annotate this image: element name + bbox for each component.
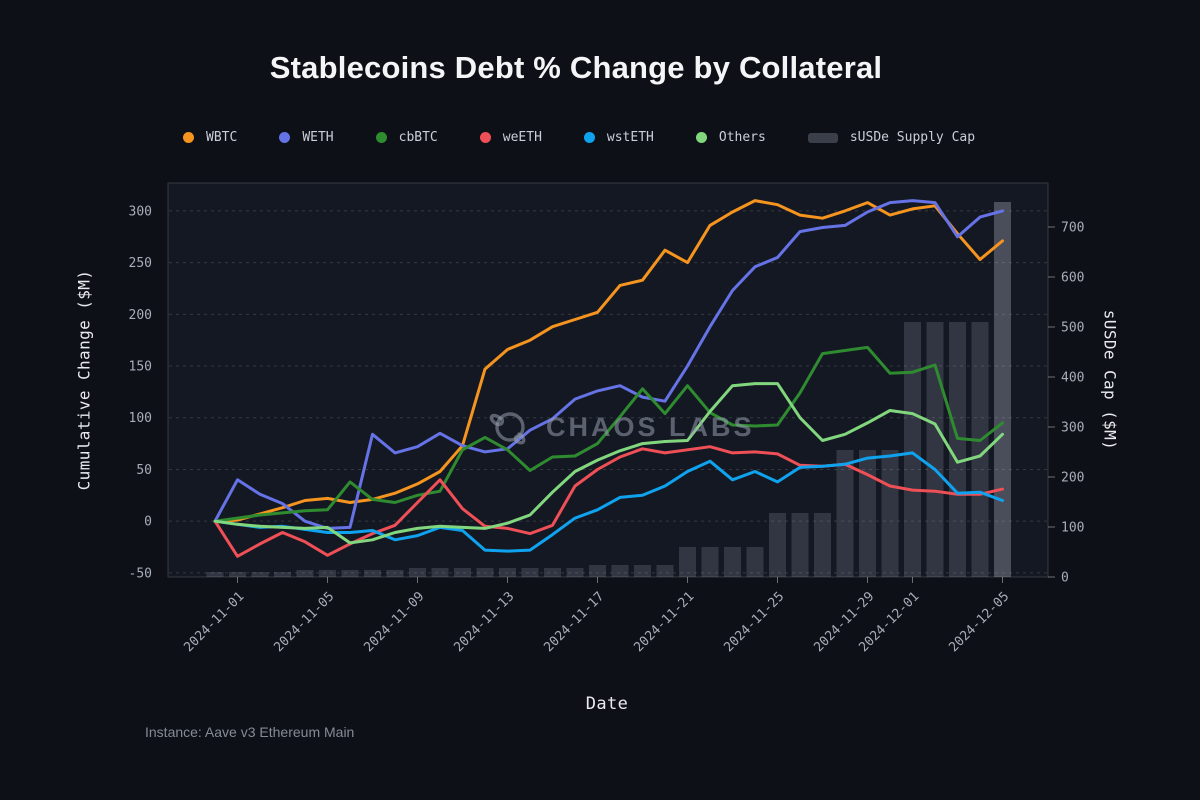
susde-cap-bar[interactable]: [544, 568, 561, 577]
susde-cap-bar[interactable]: [679, 547, 696, 577]
legend-item-cbbtc[interactable]: cbBTC: [375, 130, 438, 145]
series-line-WBTC[interactable]: [213, 199, 1004, 523]
legend-dot-icon: [183, 132, 194, 143]
susde-cap-bar[interactable]: [454, 568, 471, 577]
legend-label: wstETH: [606, 130, 654, 145]
susde-cap-bar[interactable]: [656, 565, 674, 577]
y-tick-left: 250: [129, 256, 152, 271]
x-tick-label: 2024-12-05: [946, 589, 1012, 655]
series-line-Others[interactable]: [213, 382, 1004, 545]
legend-label: weETH: [502, 130, 542, 145]
susde-cap-bar[interactable]: [724, 547, 741, 577]
y-axis-title-left: Cumulative Change ($M): [74, 269, 94, 491]
y-axis-title-right: sUSDe Cap ($M): [1100, 309, 1120, 451]
susde-cap-bar[interactable]: [746, 547, 764, 577]
susde-cap-bar[interactable]: [431, 568, 449, 577]
susde-cap-bar[interactable]: [386, 570, 404, 577]
susde-cap-bar[interactable]: [904, 322, 921, 577]
susde-cap-bar[interactable]: [296, 570, 314, 577]
y-tick-right: 200: [1061, 471, 1084, 486]
series-line-wstETH[interactable]: [213, 451, 1004, 553]
legend-item-weeth[interactable]: weETH: [479, 130, 542, 145]
susde-cap-bar[interactable]: [521, 568, 539, 577]
legend-label: Others: [718, 130, 766, 145]
x-tick-label: 2024-11-01: [181, 589, 247, 655]
y-tick-right: 0: [1061, 571, 1069, 586]
y-tick-right: 100: [1061, 521, 1084, 536]
y-tick-left: 0: [144, 515, 152, 530]
legend-label: WBTC: [206, 130, 238, 145]
legend-item-others[interactable]: Others: [695, 130, 766, 145]
susde-cap-bar[interactable]: [341, 570, 359, 577]
y-tick-left: 100: [129, 411, 152, 426]
legend-dot-icon: [479, 132, 491, 143]
susde-cap-bar[interactable]: [611, 565, 629, 577]
series-line-WETH[interactable]: [213, 199, 1004, 530]
y-tick-left: 200: [129, 308, 152, 323]
y-tick-left: -50: [129, 566, 152, 581]
susde-cap-bar[interactable]: [926, 322, 944, 577]
y-tick-right: 500: [1061, 321, 1084, 336]
legend-label: WETH: [302, 130, 334, 145]
legend-item-wbtc[interactable]: WBTC: [183, 130, 237, 145]
legend-dot-icon: [375, 132, 387, 143]
susde-cap-bar[interactable]: [499, 568, 516, 577]
susde-cap-bar[interactable]: [409, 568, 426, 577]
x-axis-title: Date: [585, 694, 629, 714]
susde-cap-bar[interactable]: [859, 450, 876, 577]
susde-cap-bar[interactable]: [364, 570, 381, 577]
susde-cap-bar[interactable]: [994, 202, 1011, 577]
legend-item-wsteth[interactable]: wstETH: [583, 130, 654, 145]
series-line-weETH[interactable]: [213, 445, 1004, 558]
susde-cap-bar[interactable]: [589, 565, 606, 577]
y-tick-left: 300: [129, 204, 152, 219]
susde-cap-bar[interactable]: [836, 450, 854, 577]
susde-cap-bar[interactable]: [566, 568, 584, 577]
susde-cap-bar[interactable]: [701, 547, 719, 577]
x-tick-label: 2024-11-09: [361, 589, 427, 655]
legend-label: sUSDe Supply Cap: [849, 130, 976, 145]
legend-bar-icon: [807, 132, 838, 143]
series-line-cbBTC[interactable]: [213, 345, 1004, 523]
susde-cap-bar[interactable]: [971, 322, 989, 577]
susde-cap-bar[interactable]: [229, 572, 246, 577]
susde-cap-bar[interactable]: [881, 450, 899, 577]
susde-cap-bar[interactable]: [769, 513, 786, 577]
legend: WBTC WETH cbBTC weETH wstETH Others sUSDe Supp…: [183, 130, 975, 145]
y-tick-right: 600: [1061, 271, 1084, 286]
susde-cap-bar[interactable]: [634, 565, 651, 577]
susde-cap-bar[interactable]: [814, 513, 831, 577]
x-tick-label: 2024-11-21: [631, 589, 697, 655]
x-tick-label: 2024-11-17: [541, 589, 607, 655]
y-tick-right: 400: [1061, 371, 1084, 386]
susde-cap-bar[interactable]: [274, 572, 291, 577]
legend-item-susde-supply-cap[interactable]: sUSDe Supply Cap: [807, 130, 976, 145]
instance-note: Instance: Aave v3 Ethereum Main: [145, 724, 355, 740]
y-tick-left: 150: [129, 360, 152, 375]
legend-dot-icon: [279, 132, 291, 143]
chart-title: Stablecoins Debt % Change by Collateral: [269, 50, 883, 85]
x-tick-label: 2024-11-05: [271, 589, 337, 655]
x-tick-label: 2024-11-13: [451, 589, 517, 655]
legend-item-weth[interactable]: WETH: [279, 130, 334, 145]
legend-dot-icon: [583, 132, 595, 143]
susde-cap-bar[interactable]: [476, 568, 494, 577]
susde-cap-bar[interactable]: [949, 322, 966, 577]
x-tick-label: 2024-11-25: [721, 589, 787, 655]
legend-label: cbBTC: [398, 130, 438, 145]
susde-cap-bar[interactable]: [206, 572, 224, 577]
susde-cap-bar[interactable]: [791, 513, 809, 577]
y-tick-right: 700: [1061, 221, 1084, 236]
susde-cap-bar[interactable]: [251, 572, 269, 577]
legend-dot-icon: [695, 132, 707, 143]
susde-cap-bar[interactable]: [319, 570, 336, 577]
plot-border: [167, 182, 1049, 578]
y-tick-right: 300: [1061, 421, 1084, 436]
y-tick-left: 50: [136, 463, 152, 478]
